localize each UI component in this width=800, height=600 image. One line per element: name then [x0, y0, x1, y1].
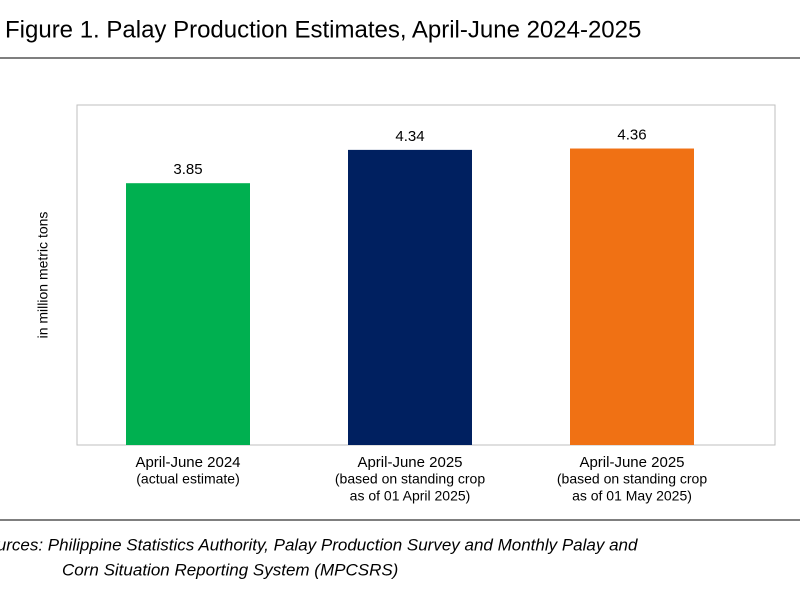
- x-tick-label: as of 01 April 2025): [350, 488, 471, 504]
- x-tick-label: (actual estimate): [136, 471, 239, 487]
- x-tick-label: (based on standing crop: [557, 471, 707, 487]
- data-label: 4.34: [395, 128, 424, 145]
- x-tick-label: (based on standing crop: [335, 471, 485, 487]
- y-axis-label: in million metric tons: [35, 212, 51, 339]
- x-tick-label: April-June 2024: [135, 454, 240, 471]
- chart-title: Figure 1. Palay Production Estimates, Ap…: [5, 16, 641, 43]
- data-label: 4.36: [617, 126, 646, 143]
- source-text: Corn Situation Reporting System (MPCSRS): [62, 560, 398, 579]
- x-tick-label: April-June 2025: [579, 454, 684, 471]
- bar: [126, 183, 250, 445]
- data-label: 3.85: [173, 161, 202, 178]
- bar: [348, 149, 472, 445]
- x-tick-label: as of 01 May 2025): [572, 488, 692, 504]
- source-text: Sources: Philippine Statistics Authority…: [0, 535, 638, 554]
- bar: [570, 148, 694, 445]
- x-tick-label: April-June 2025: [357, 454, 462, 471]
